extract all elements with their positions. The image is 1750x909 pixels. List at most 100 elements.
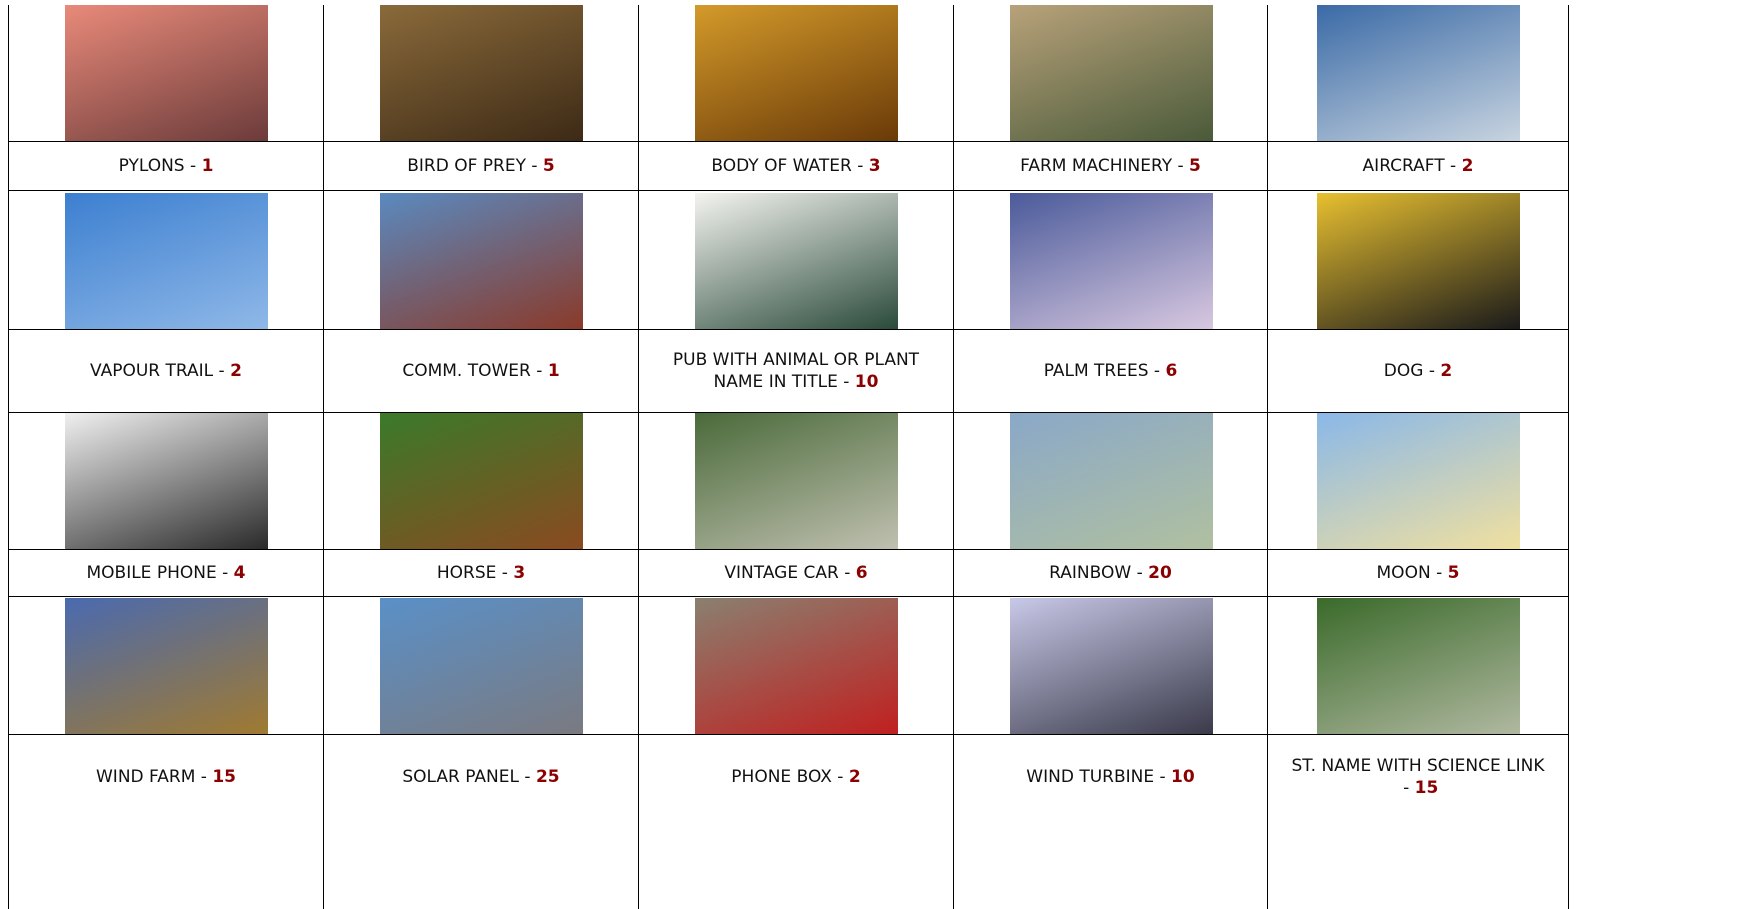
item-name: SOLAR PANEL (402, 767, 519, 787)
cell-label: MOON - 5 (1268, 549, 1568, 597)
item-points: 2 (1462, 156, 1474, 176)
item-name: FARM MACHINERY (1020, 156, 1172, 176)
item-points: 15 (1415, 778, 1439, 798)
item-points: 1 (548, 361, 560, 381)
separator: - (195, 767, 212, 787)
grid-cell: PYLONS - 1 (8, 5, 323, 193)
label-text: MOBILE PHONE - 4 (86, 562, 245, 584)
item-name: RAINBOW (1049, 563, 1131, 583)
cell-label: COMM. TOWER - 1 (324, 329, 638, 413)
grid-cell: ST. NAME WITH SCIENCE LINK - 15 (1267, 598, 1569, 909)
separator: - (852, 156, 869, 176)
item-name: PUB WITH ANIMAL OR PLANT NAME IN TITLE (673, 350, 919, 392)
item-points: 5 (1189, 156, 1201, 176)
cell-image (1317, 5, 1520, 141)
grid-cell: PHONE BOX - 2 (638, 598, 953, 909)
cell-label: FARM MACHINERY - 5 (954, 141, 1267, 191)
separator: - (1154, 767, 1171, 787)
label-text: FARM MACHINERY - 5 (1020, 155, 1201, 177)
label-text: ST. NAME WITH SCIENCE LINK - 15 (1278, 755, 1558, 799)
label-text: DOG - 2 (1384, 360, 1452, 382)
label-text: RAINBOW - 20 (1049, 562, 1172, 584)
cell-label: SOLAR PANEL - 25 (324, 734, 638, 819)
separator: - (1172, 156, 1189, 176)
item-name: WIND TURBINE (1026, 767, 1154, 787)
item-points: 15 (212, 767, 236, 787)
label-text: PYLONS - 1 (119, 155, 214, 177)
separator: - (832, 767, 849, 787)
cell-image (695, 598, 898, 734)
label-text: SOLAR PANEL - 25 (402, 766, 559, 788)
cell-label: DOG - 2 (1268, 329, 1568, 413)
cell-image (65, 413, 268, 549)
item-points: 4 (234, 563, 246, 583)
grid-cell: VINTAGE CAR - 6 (638, 413, 953, 598)
grid-cell: VAPOUR TRAIL - 2 (8, 193, 323, 413)
item-points: 10 (855, 372, 879, 392)
label-text: BODY OF WATER - 3 (711, 155, 880, 177)
cell-image (695, 413, 898, 549)
item-name: MOON (1377, 563, 1431, 583)
separator: - (531, 361, 548, 381)
cell-label: BIRD OF PREY - 5 (324, 141, 638, 191)
item-points: 5 (1448, 563, 1460, 583)
item-name: AIRCRAFT (1363, 156, 1445, 176)
cell-image (65, 598, 268, 734)
item-points: 2 (849, 767, 861, 787)
item-name: PHONE BOX (731, 767, 832, 787)
item-name: PALM TREES (1044, 361, 1149, 381)
label-text: WIND TURBINE - 10 (1026, 766, 1194, 788)
grid-cell: MOBILE PHONE - 4 (8, 413, 323, 598)
grid-cell: MOON - 5 (1267, 413, 1569, 598)
label-text: PALM TREES - 6 (1044, 360, 1178, 382)
separator: - (1131, 563, 1148, 583)
cell-image (1010, 193, 1213, 329)
cell-image (1010, 5, 1213, 141)
item-name: HORSE (437, 563, 497, 583)
grid-cell: HORSE - 3 (323, 413, 638, 598)
cell-label: RAINBOW - 20 (954, 549, 1267, 597)
label-text: BIRD OF PREY - 5 (407, 155, 555, 177)
cell-image (380, 598, 583, 734)
item-name: BIRD OF PREY (407, 156, 526, 176)
separator: - (213, 361, 230, 381)
separator: - (519, 767, 536, 787)
separator: - (185, 156, 202, 176)
cell-label: ST. NAME WITH SCIENCE LINK - 15 (1268, 734, 1568, 819)
item-name: PYLONS (119, 156, 185, 176)
item-points: 25 (536, 767, 560, 787)
grid-cell: PUB WITH ANIMAL OR PLANT NAME IN TITLE -… (638, 193, 953, 413)
label-text: PHONE BOX - 2 (731, 766, 860, 788)
cell-image (65, 5, 268, 141)
cell-label: MOBILE PHONE - 4 (9, 549, 323, 597)
item-name: MOBILE PHONE (86, 563, 216, 583)
cell-image (1317, 598, 1520, 734)
grid-cell: FARM MACHINERY - 5 (953, 5, 1267, 193)
grid-cell: AIRCRAFT - 2 (1267, 5, 1569, 193)
item-points: 1 (202, 156, 214, 176)
item-name: WIND FARM (96, 767, 195, 787)
separator: - (1149, 361, 1166, 381)
item-name: DOG (1384, 361, 1424, 381)
cell-image (380, 413, 583, 549)
item-points: 20 (1148, 563, 1172, 583)
separator: - (1398, 778, 1415, 798)
cell-image (1010, 413, 1213, 549)
item-points: 10 (1171, 767, 1195, 787)
grid-cell: BODY OF WATER - 3 (638, 5, 953, 193)
cell-image (380, 193, 583, 329)
grid-cell: COMM. TOWER - 1 (323, 193, 638, 413)
grid-cell: PALM TREES - 6 (953, 193, 1267, 413)
cell-label: PALM TREES - 6 (954, 329, 1267, 413)
item-name: VAPOUR TRAIL (90, 361, 213, 381)
image-grid: PYLONS - 1 BIRD OF PREY - 5 BODY OF WATER … (0, 0, 1750, 909)
label-text: COMM. TOWER - 1 (402, 360, 559, 382)
cell-label: BODY OF WATER - 3 (639, 141, 953, 191)
separator: - (838, 372, 855, 392)
item-points: 2 (230, 361, 242, 381)
cell-label: PYLONS - 1 (9, 141, 323, 191)
item-points: 2 (1440, 361, 1452, 381)
item-name: ST. NAME WITH SCIENCE LINK (1291, 756, 1544, 776)
cell-image (1317, 413, 1520, 549)
item-points: 6 (856, 563, 868, 583)
